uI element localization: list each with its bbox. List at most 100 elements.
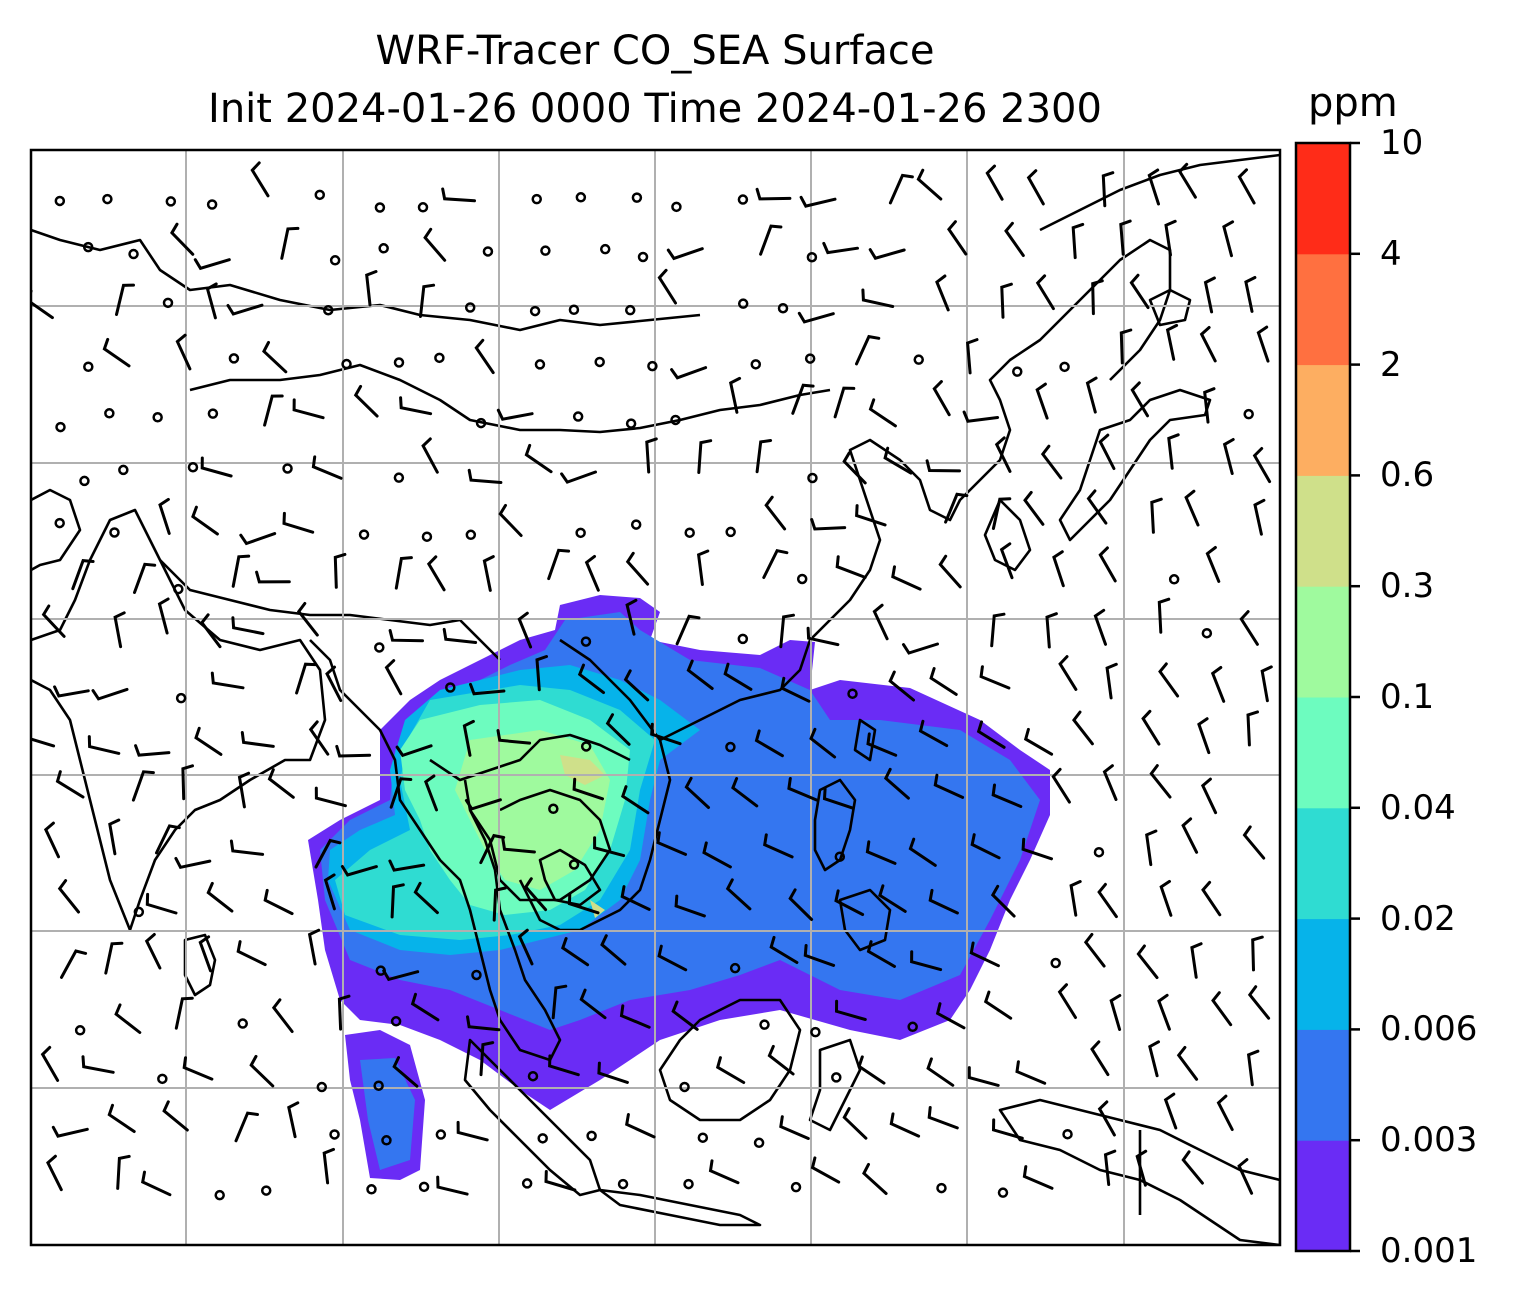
colorbar-tick-label: 4 [1380, 233, 1402, 274]
wind-barb [1211, 991, 1233, 1027]
calm-circle [831, 1072, 842, 1083]
wind-barb [883, 446, 913, 475]
wind-barb [671, 1000, 699, 1031]
wind-barb [464, 798, 502, 811]
wind-barb [314, 786, 347, 808]
wind-barb [547, 548, 571, 581]
wind-barb [702, 841, 732, 869]
wind-barb [46, 1154, 63, 1192]
wind-barb [1085, 376, 1098, 414]
wind-barb [333, 552, 347, 589]
calm-circle [572, 411, 584, 422]
wind-barb [810, 1156, 841, 1184]
india-coast [31, 508, 327, 932]
wind-barb [932, 380, 951, 417]
wind-barb [1093, 608, 1107, 646]
wind-barb [1098, 546, 1117, 583]
hokkaido [1148, 288, 1192, 327]
wind-barb [872, 603, 889, 641]
wind-barb [1201, 880, 1222, 917]
wind-barb [1129, 273, 1150, 310]
wind-barb [365, 270, 378, 307]
tibet-border [189, 363, 831, 434]
calm-circle [575, 527, 586, 539]
wind-barb [1021, 837, 1053, 861]
wind-barb [43, 821, 60, 859]
wind-barb [1148, 1040, 1160, 1078]
calm-circle [679, 1081, 690, 1093]
wind-barb [353, 384, 379, 418]
wind-barb [40, 1045, 60, 1082]
wind-barb [708, 1159, 740, 1185]
colorbar-tick-label: 0.003 [1380, 1120, 1478, 1161]
calm-circle [323, 304, 334, 316]
wind-barb [769, 935, 799, 964]
wind-barb [1246, 1049, 1260, 1087]
calm-circle [374, 642, 385, 653]
calm-circle [417, 202, 429, 213]
calm-circle [631, 192, 643, 203]
wind-barb [656, 831, 687, 856]
wind-barb [55, 770, 85, 799]
wind-barb [623, 669, 650, 702]
wind-barb [102, 337, 131, 368]
wind-barb [1200, 777, 1218, 815]
wind-barb [1130, 381, 1149, 418]
calm-circle [624, 304, 636, 316]
wind-barb [868, 398, 897, 428]
wind-barb [780, 676, 811, 703]
wind-barb [1097, 1100, 1116, 1137]
wind-barb [967, 1066, 1000, 1087]
wind-barb [791, 383, 815, 415]
wind-barb [1260, 665, 1273, 703]
colorbar-tick-label: 10 [1380, 123, 1424, 163]
calm-circle [625, 418, 637, 429]
wind-barb [31, 289, 54, 320]
wind-barb [157, 597, 170, 635]
calm-circle [759, 1019, 770, 1030]
wind-barb [237, 771, 251, 809]
wind-barb [991, 783, 1023, 808]
wind-barb [962, 410, 1000, 423]
wind-barb [674, 894, 706, 918]
wind-barb [891, 565, 922, 591]
japan [1058, 388, 1212, 542]
wind-barb [1141, 709, 1161, 746]
wind-barb [994, 436, 1012, 473]
wind-barb [133, 562, 157, 594]
calm-circle [434, 352, 445, 364]
wind-barb [788, 888, 814, 921]
wind-barb [1069, 880, 1082, 917]
wind-barb [1252, 447, 1272, 484]
wind-barb [1197, 717, 1211, 755]
wind-barb [935, 274, 950, 312]
wind-barb [966, 338, 979, 375]
calm-circle [109, 527, 120, 538]
wind-barb [392, 1056, 419, 1088]
wind-barb [1157, 597, 1171, 634]
calm-circle [464, 302, 476, 313]
calm-circle [175, 692, 187, 704]
calm-circle [521, 1178, 533, 1189]
wind-barb [1145, 829, 1158, 867]
colorbar-segment [1296, 1029, 1350, 1141]
wind-barb [335, 744, 372, 758]
calm-circle [207, 408, 219, 419]
wind-barb [91, 687, 129, 701]
calm-circle [753, 1137, 765, 1149]
calm-circle [445, 682, 456, 693]
wind-barb [442, 627, 478, 644]
colorbar-segment [1296, 918, 1350, 1030]
calm-circle [580, 741, 592, 752]
map-frame [29, 148, 1282, 1247]
wind-barb [462, 719, 475, 757]
wind-barb [395, 744, 433, 758]
wind-barb [182, 1056, 214, 1081]
wind-barb [236, 940, 267, 967]
wind-barb [282, 511, 315, 534]
wind-barb [115, 283, 135, 316]
calm-circle [329, 1129, 340, 1140]
calm-circle [580, 636, 592, 647]
wind-barb [926, 1057, 955, 1087]
calm-circle [936, 1182, 947, 1194]
